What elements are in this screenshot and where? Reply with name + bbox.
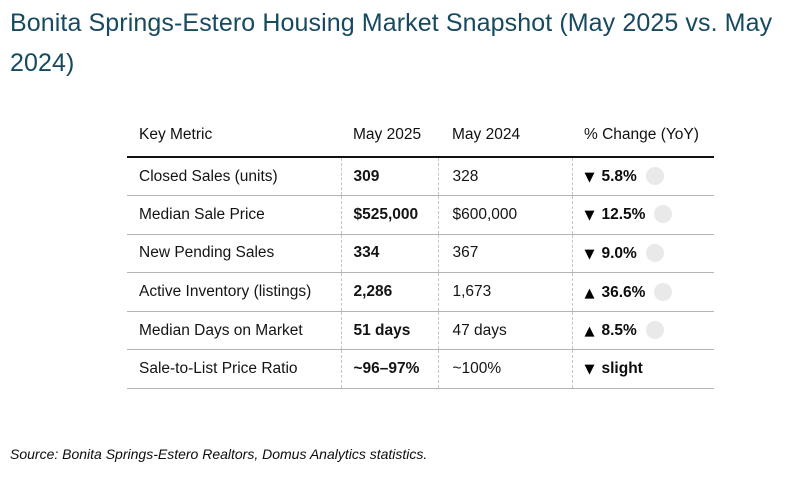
housing-metrics-table: Key Metric May 2025 May 2024 % Change (Y… bbox=[127, 113, 714, 390]
header-may-2024: May 2024 bbox=[438, 113, 572, 158]
gray-dot-icon bbox=[645, 243, 664, 262]
change-cell: ▲ 36.6% bbox=[571, 272, 714, 312]
change-value: 9.0% bbox=[601, 244, 637, 262]
gray-dot-icon bbox=[654, 282, 673, 301]
table-row-new-pending-sales: New Pending Sales 334 367 ▼ 9.0% bbox=[127, 234, 714, 274]
gray-dot-icon bbox=[654, 205, 673, 224]
may2024-value: 367 bbox=[437, 234, 572, 274]
source-note: Source: Bonita Springs-Estero Realtors, … bbox=[10, 446, 428, 462]
header-may-2025: May 2025 bbox=[341, 113, 438, 158]
table-row-closed-sales: Closed Sales (units) 309 328 ▼ 5.8% bbox=[127, 157, 714, 197]
table-row-median-days: Median Days on Market 51 days 47 days ▲ 8… bbox=[127, 311, 714, 351]
header-pct-change: % Change (YoY) bbox=[572, 113, 714, 158]
may2024-value: 1,673 bbox=[437, 272, 572, 312]
table-row-active-inventory: Active Inventory (listings) 2,286 1,673 … bbox=[127, 272, 714, 312]
change-value: 36.6% bbox=[601, 283, 646, 301]
triangle-down-icon: ▼ bbox=[584, 208, 595, 224]
may2025-value: 51 days bbox=[340, 311, 438, 351]
may2025-value: $525,000 bbox=[340, 195, 438, 235]
table-header: Key Metric May 2025 May 2024 % Change (Y… bbox=[127, 113, 714, 158]
change-value: 5.8% bbox=[601, 168, 637, 186]
table-row-median-sale-price: Median Sale Price $525,000 $600,000 ▼ 12.… bbox=[127, 195, 714, 235]
metric-label: New Pending Sales bbox=[127, 234, 341, 274]
may2025-value: 309 bbox=[340, 157, 438, 197]
gray-dot-icon bbox=[645, 321, 664, 340]
page-title: Bonita Springs-Estero Housing Market Sna… bbox=[10, 9, 773, 77]
metric-label: Closed Sales (units) bbox=[127, 157, 341, 197]
change-value: slight bbox=[601, 360, 643, 378]
metric-label: Median Sale Price bbox=[127, 195, 341, 235]
table-row-sale-to-list: Sale-to-List Price Ratio ~96–97% ~100% ▼… bbox=[127, 349, 714, 390]
may2024-value: $600,000 bbox=[437, 195, 572, 235]
triangle-down-icon: ▼ bbox=[584, 170, 595, 186]
metric-label: Active Inventory (listings) bbox=[127, 272, 341, 312]
triangle-up-icon: ▲ bbox=[584, 285, 595, 301]
change-cell: ▼ 9.0% bbox=[571, 234, 714, 274]
triangle-up-icon: ▲ bbox=[584, 324, 595, 340]
triangle-down-icon: ▼ bbox=[584, 246, 595, 262]
change-value: 8.5% bbox=[601, 322, 637, 340]
may2025-value: ~96–97% bbox=[340, 349, 438, 390]
metric-label: Median Days on Market bbox=[127, 311, 341, 351]
may2025-value: 2,286 bbox=[340, 272, 438, 312]
may2024-value: 47 days bbox=[437, 311, 572, 351]
may2024-value: 328 bbox=[437, 157, 572, 197]
triangle-down-icon: ▼ bbox=[584, 362, 595, 378]
change-cell: ▲ 8.5% bbox=[571, 311, 714, 351]
metric-label: Sale-to-List Price Ratio bbox=[127, 349, 341, 390]
header-row: Key Metric May 2025 May 2024 % Change (Y… bbox=[127, 113, 714, 158]
change-cell: ▼ slight bbox=[571, 349, 714, 390]
change-cell: ▼ 5.8% bbox=[571, 157, 714, 197]
change-value: 12.5% bbox=[601, 206, 646, 224]
header-key-metric: Key Metric bbox=[127, 113, 341, 158]
may2025-value: 334 bbox=[340, 234, 438, 274]
may2024-value: ~100% bbox=[437, 349, 572, 390]
change-cell: ▼ 12.5% bbox=[571, 195, 714, 235]
gray-dot-icon bbox=[645, 167, 664, 186]
